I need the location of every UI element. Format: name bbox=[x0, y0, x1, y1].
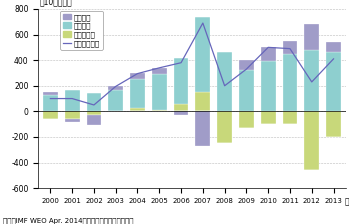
Bar bbox=[174, 111, 188, 115]
Text: 資料：IMF WEO Apr. 2014　データベースから作成。: 資料：IMF WEO Apr. 2014 データベースから作成。 bbox=[3, 217, 134, 224]
Bar bbox=[108, 90, 123, 111]
Bar bbox=[217, 52, 232, 111]
Bar bbox=[326, 111, 341, 137]
Bar bbox=[283, 54, 297, 111]
Bar bbox=[43, 95, 58, 111]
Bar bbox=[152, 74, 167, 110]
Bar bbox=[130, 108, 145, 111]
Bar bbox=[65, 119, 80, 122]
Legend: 証券投賄, 直接投賄, その他投賄, 民間賄本全体: 証券投賄, 直接投賄, その他投賄, 民間賄本全体 bbox=[60, 11, 103, 50]
Bar bbox=[43, 111, 58, 119]
Bar bbox=[130, 73, 145, 79]
Bar bbox=[239, 111, 254, 128]
Bar bbox=[152, 110, 167, 111]
Bar bbox=[130, 79, 145, 108]
Bar bbox=[87, 115, 101, 125]
Bar bbox=[43, 92, 58, 95]
Bar bbox=[304, 24, 319, 50]
Bar bbox=[195, 111, 210, 146]
Bar bbox=[152, 68, 167, 74]
Bar bbox=[326, 42, 341, 52]
Bar bbox=[261, 47, 276, 61]
Bar bbox=[326, 52, 341, 111]
Bar bbox=[217, 111, 232, 143]
Bar bbox=[65, 111, 80, 119]
Bar bbox=[239, 60, 254, 70]
Bar bbox=[283, 41, 297, 54]
Text: （年）: （年） bbox=[344, 197, 349, 206]
Bar bbox=[304, 50, 319, 111]
Bar bbox=[283, 111, 297, 124]
Bar bbox=[174, 58, 188, 104]
Bar bbox=[195, 17, 210, 92]
Bar bbox=[239, 70, 254, 111]
Bar bbox=[174, 104, 188, 111]
Bar bbox=[195, 92, 210, 111]
Bar bbox=[65, 90, 80, 111]
Bar bbox=[87, 111, 101, 115]
Bar bbox=[87, 93, 101, 111]
Bar bbox=[304, 111, 319, 170]
Bar bbox=[261, 61, 276, 111]
Bar bbox=[261, 111, 276, 124]
Text: １10億ドル）: １10億ドル） bbox=[39, 0, 72, 6]
Bar bbox=[108, 86, 123, 90]
